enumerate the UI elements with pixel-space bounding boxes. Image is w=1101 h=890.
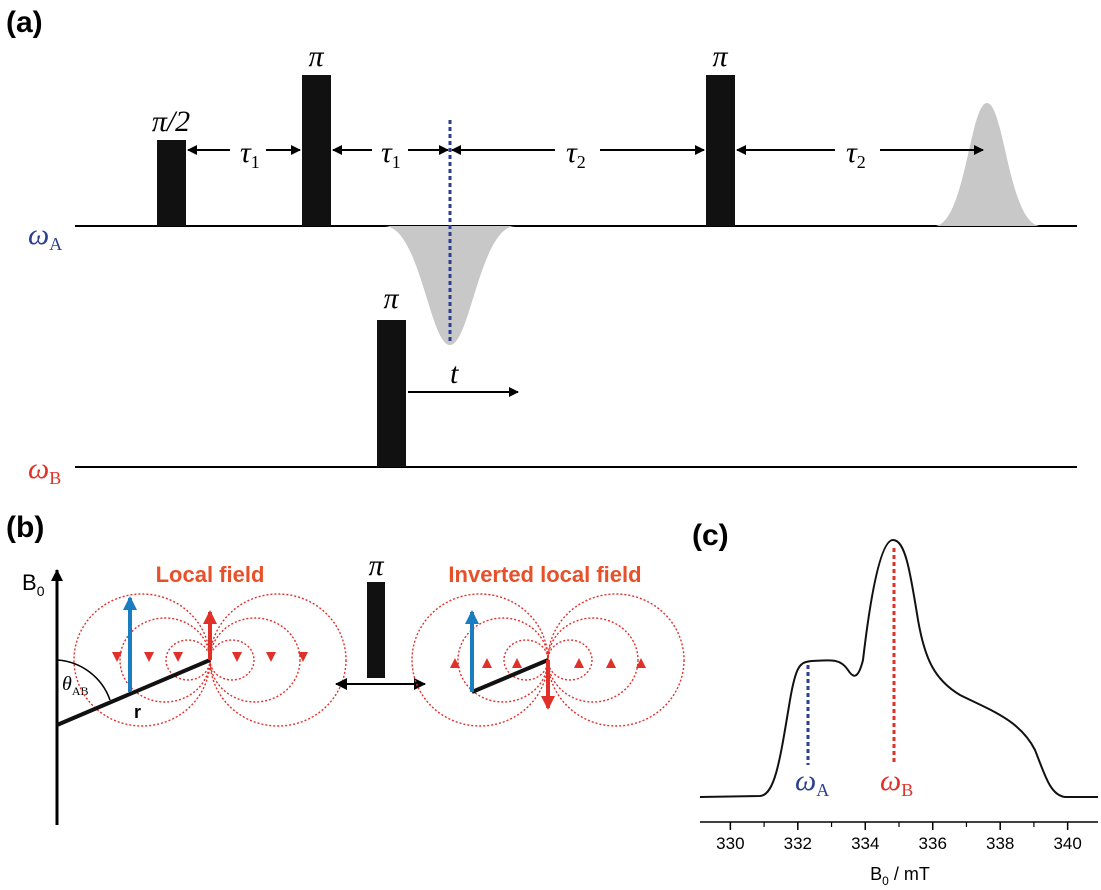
subscript: 2 [857, 152, 866, 172]
x-tick-label: 330 [716, 834, 744, 853]
panel-label: (b) [6, 511, 44, 544]
delay-label: τ1 [381, 136, 401, 172]
echo [935, 103, 1040, 226]
pulse-label: π [712, 40, 728, 73]
panel-label: (c) [692, 519, 729, 552]
pulse [367, 582, 385, 678]
pulse [302, 75, 331, 226]
panel-a: (a) ωA ωB π/2 π π π τ1 τ1 τ2 τ2 t [6, 6, 1077, 488]
delay-label: τ1 [240, 136, 260, 172]
channel-b-label: ωB [28, 452, 61, 488]
pulse-label: π [368, 549, 384, 582]
figure: (a) ωA ωB π/2 π π π τ1 τ1 τ2 τ2 t (b) B0… [0, 0, 1101, 890]
subscript: 2 [577, 152, 586, 172]
x-tick-label: 332 [784, 834, 812, 853]
delay-label: τ2 [846, 136, 866, 172]
pulse [706, 75, 735, 226]
x-tick-label: 340 [1053, 834, 1081, 853]
marker-b-label: ωB [880, 764, 913, 800]
channel-a-label: ωA [28, 218, 62, 254]
symbol: ω [880, 764, 901, 797]
x-tick-label: 334 [851, 834, 879, 853]
x-tick-label: 336 [919, 834, 947, 853]
panel-b: (b) B0 θAB Local field Inverted local fi… [6, 511, 684, 825]
subscript: AB [72, 684, 89, 698]
pulse [157, 140, 186, 226]
subscript: 1 [251, 152, 260, 172]
marker-a-label: ωA [795, 764, 829, 800]
pulse [377, 320, 406, 467]
spectrum [700, 540, 1098, 797]
right-title: Inverted local field [448, 562, 641, 587]
pulse-label: π [308, 40, 324, 73]
subscript: 1 [392, 152, 401, 172]
distance-vector [472, 660, 548, 692]
unit: / mT [889, 864, 930, 884]
symbol: ω [28, 452, 49, 485]
delay-label: τ2 [566, 136, 586, 172]
subscript: A [816, 780, 829, 800]
x-tick-label: 338 [986, 834, 1014, 853]
x-axis-label: B0 / mT [870, 864, 930, 888]
subscript: B [49, 468, 61, 488]
panel-label: (a) [6, 6, 43, 39]
subscript: 0 [37, 583, 45, 599]
distance-label: r [134, 702, 141, 722]
symbol: B [22, 570, 37, 595]
left-title: Local field [156, 562, 265, 587]
symbol: ω [28, 218, 49, 251]
symbol: B [870, 864, 882, 884]
field-label: B0 [22, 570, 45, 599]
subscript: A [49, 234, 62, 254]
symbol: θ [62, 673, 72, 695]
symbol: ω [795, 764, 816, 797]
pulse-label: π [383, 282, 399, 315]
pulse-label: π/2 [152, 105, 190, 138]
subscript: B [901, 780, 913, 800]
time-label: t [450, 357, 459, 390]
